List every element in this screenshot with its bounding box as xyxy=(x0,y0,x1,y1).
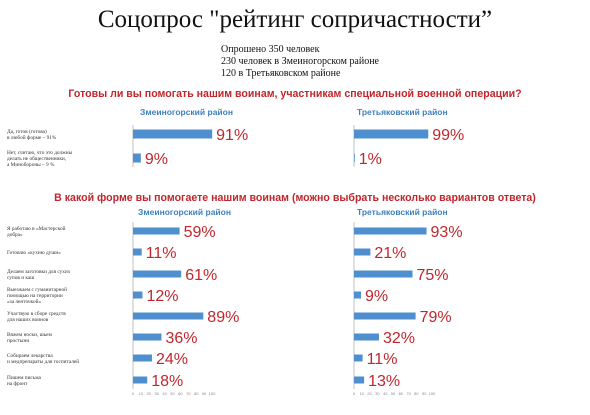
subtitle-line-2: 230 человек в Змеиногорском районе xyxy=(221,56,379,67)
tick-label-2-1: 0 xyxy=(353,391,356,396)
category-label-2-4: «за ленточкой» xyxy=(7,298,41,305)
tick-label-1-9: 80 xyxy=(194,391,199,396)
tick-label-2-10: 90 xyxy=(422,391,427,396)
tick-label-2-9: 80 xyxy=(414,391,419,396)
category-label-2-2: Готовлю «кухню души» xyxy=(7,250,61,256)
tick-label-1-7: 60 xyxy=(178,391,183,396)
bar-2-1-8 xyxy=(133,376,148,384)
data-label-1-1-1: 91% xyxy=(216,127,248,144)
tick-label-2-8: 70 xyxy=(406,391,411,396)
category-label-2-4: помощью на территории xyxy=(7,293,63,299)
bar-2-2-2 xyxy=(354,248,371,256)
tick-label-1-2: 10 xyxy=(139,391,144,396)
data-label-2-1-4: 12% xyxy=(146,288,178,305)
subtitle-line-3: 120 в Третьяковском районе xyxy=(221,68,341,79)
tick-label-2-5: 40 xyxy=(383,391,388,396)
category-label-2-8: Пишем письма xyxy=(7,375,42,381)
data-label-2-2-3: 75% xyxy=(417,267,449,284)
data-label-1-1-2: 9% xyxy=(145,151,168,168)
bar-2-1-6 xyxy=(133,333,162,341)
data-label-2-2-2: 21% xyxy=(374,245,406,262)
district-title-1-2: Третьяковский район xyxy=(357,107,448,117)
tick-label-1-11: 100 xyxy=(209,391,216,396)
data-label-2-1-1: 59% xyxy=(184,224,216,241)
category-label-2-5: Участвую в сборе средств xyxy=(7,310,66,317)
tick-label-2-6: 50 xyxy=(391,391,396,396)
category-label-1-1: Да, готов (готова) xyxy=(7,128,47,135)
question-2-title: В какой форме вы помогаете нашим воинам … xyxy=(54,192,536,204)
category-label-2-7: Собираем лекарства xyxy=(7,352,53,359)
bar-1-1-2 xyxy=(133,153,141,163)
category-label-2-6: Вяжем носки, шьем xyxy=(7,332,52,338)
data-label-2-2-7: 11% xyxy=(367,351,398,368)
category-label-2-4: Выезжаем с гуманитарной xyxy=(7,286,67,293)
tick-label-1-1: 0 xyxy=(132,391,135,396)
bar-2-2-5 xyxy=(354,312,416,320)
bar-1-1-1 xyxy=(133,129,213,139)
bar-1-2-2 xyxy=(354,153,355,163)
data-label-2-2-1: 93% xyxy=(431,224,463,241)
bar-2-1-7 xyxy=(133,354,152,362)
data-label-2-1-8: 18% xyxy=(151,373,183,390)
tick-label-1-10: 90 xyxy=(202,391,207,396)
page-title: Соцопрос "рейтинг сопричастности” xyxy=(97,6,493,33)
category-label-2-7: и медпрепараты для госпиталей xyxy=(7,358,79,365)
bar-2-2-1 xyxy=(354,227,427,235)
category-label-1-2: делать не общественники, xyxy=(7,155,66,162)
bar-2-1-4 xyxy=(133,291,143,299)
category-label-2-3: Делаем заготовки для сухих xyxy=(7,269,71,275)
district-title-2-1: Змеиногорский район xyxy=(138,207,231,217)
bar-2-2-6 xyxy=(354,333,379,341)
question-1-title: Готовы ли вы помогать нашим воинам, учас… xyxy=(68,88,522,100)
bar-1-2-1 xyxy=(354,129,429,139)
category-label-2-6: простыни xyxy=(7,338,29,344)
category-label-2-1: добра» xyxy=(7,231,23,238)
tick-label-2-3: 20 xyxy=(367,391,372,396)
tick-label-1-3: 20 xyxy=(147,391,152,396)
data-label-2-1-6: 36% xyxy=(165,330,197,347)
bar-2-2-8 xyxy=(354,376,365,384)
data-label-1-2-1: 99% xyxy=(432,127,464,144)
category-label-1-1: в любой форме – 91% xyxy=(7,134,57,141)
tick-label-2-7: 60 xyxy=(399,391,404,396)
tick-label-1-4: 30 xyxy=(154,391,159,396)
data-label-2-2-5: 79% xyxy=(420,309,452,326)
tick-label-2-2: 10 xyxy=(360,391,365,396)
tick-label-1-8: 70 xyxy=(186,391,191,396)
data-label-2-1-2: 11% xyxy=(146,245,177,262)
data-label-2-2-4: 9% xyxy=(365,288,388,305)
tick-label-2-4: 30 xyxy=(375,391,380,396)
tick-label-1-5: 40 xyxy=(162,391,167,396)
data-label-2-1-3: 61% xyxy=(185,267,217,284)
district-title-1-1: Змеиногорский район xyxy=(140,107,233,117)
data-label-2-2-6: 32% xyxy=(383,330,415,347)
category-label-1-2: а Минобороны – 9 % xyxy=(7,161,55,168)
tick-label-1-6: 50 xyxy=(170,391,175,396)
bar-2-2-7 xyxy=(354,354,363,362)
category-label-2-8: на фронт xyxy=(7,380,28,387)
data-label-1-2-2: 1% xyxy=(359,151,382,168)
bar-2-2-4 xyxy=(354,291,362,299)
district-title-2-2: Третьяковский район xyxy=(357,207,448,217)
category-label-2-1: Я работаю в «Мастерской xyxy=(7,225,66,232)
subtitle-line-1: Опрошено 350 человек xyxy=(221,44,320,55)
bar-2-1-3 xyxy=(133,270,182,278)
category-label-2-5: для наших воинов xyxy=(7,317,49,323)
bar-2-1-1 xyxy=(133,227,180,235)
category-label-2-3: супов и каш xyxy=(7,275,34,281)
bar-2-2-3 xyxy=(354,270,413,278)
data-label-2-1-7: 24% xyxy=(156,351,188,368)
data-label-2-2-8: 13% xyxy=(368,373,400,390)
tick-label-2-11: 100 xyxy=(429,391,436,396)
data-label-2-1-5: 89% xyxy=(207,309,239,326)
bar-2-1-2 xyxy=(133,248,142,256)
category-label-1-2: Нет, считаю, что это должны xyxy=(7,150,73,156)
bar-2-1-5 xyxy=(133,312,204,320)
